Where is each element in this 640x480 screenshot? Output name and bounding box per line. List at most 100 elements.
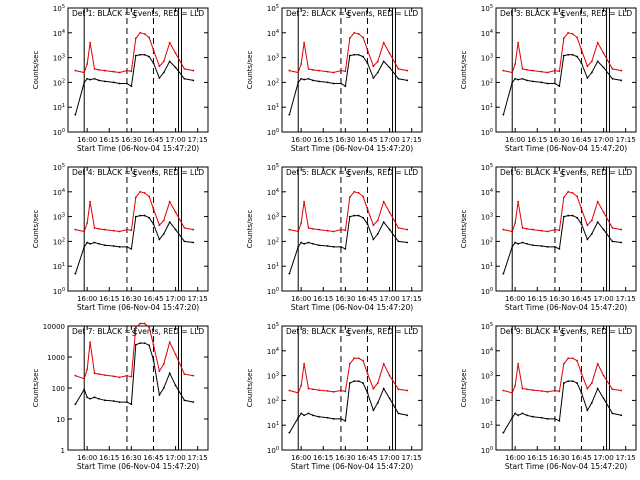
panel-det-8: Det 8: BLACK = Events, RED = LLD 100 101 10…: [246, 322, 423, 471]
data-point-events: [406, 414, 409, 417]
data-point-events: [344, 85, 347, 88]
data-point-events: [620, 79, 623, 82]
data-point-events: [300, 77, 303, 80]
data-point-events: [158, 393, 161, 396]
data-point-events: [348, 215, 351, 218]
panel-title: Det 2: BLACK = Events, RED = LLD: [286, 9, 418, 18]
data-point-events: [326, 416, 329, 419]
y-tick-label: 100: [267, 287, 279, 296]
y-tick-label: 102: [267, 237, 279, 246]
y-axis-label: Counts/sec: [246, 210, 254, 249]
data-point-events: [362, 382, 364, 384]
data-point-events: [332, 82, 335, 85]
data-point-events: [317, 244, 320, 247]
data-point-lld: [168, 341, 171, 344]
data-point-lld: [118, 71, 121, 74]
y-axis-label: Counts/sec: [246, 51, 254, 90]
data-point-events: [590, 233, 593, 235]
x-tick-label: 16:45: [143, 295, 163, 303]
data-point-events: [192, 401, 195, 404]
data-point-events: [288, 431, 291, 434]
data-point-events: [546, 246, 549, 248]
data-point-events: [376, 71, 379, 74]
x-tick-label: 16:00: [505, 295, 525, 303]
data-point-events: [596, 60, 599, 63]
data-point-lld: [382, 41, 385, 44]
data-point-events: [300, 412, 303, 415]
data-point-events: [103, 80, 106, 83]
y-tick-label: 105: [481, 4, 493, 13]
series-line-lld: [503, 191, 622, 233]
y-axis-label: Counts/sec: [32, 369, 40, 408]
data-point-lld: [590, 60, 593, 63]
data-point-lld: [620, 228, 623, 231]
x-tick-label: 16:15: [313, 136, 333, 144]
data-point-lld: [611, 68, 614, 70]
data-point-lld: [353, 357, 356, 360]
data-point-events: [376, 401, 379, 404]
y-tick-label: 103: [481, 372, 493, 381]
plot-frame: [67, 325, 209, 451]
data-point-lld: [139, 322, 142, 325]
data-point-events: [126, 246, 128, 248]
x-tick-label: 16:30: [121, 454, 141, 462]
x-tick-label: 17:00: [165, 454, 185, 462]
x-tick-label: 16:30: [549, 454, 569, 462]
data-point-events: [406, 79, 409, 82]
x-axis-label: Start Time (06-Nov-04 15:47:20): [77, 303, 199, 312]
data-point-events: [93, 241, 96, 244]
y-tick-label: 105: [53, 4, 65, 13]
data-point-events: [526, 242, 528, 245]
panel-title: Det 3: BLACK = Events, RED = LLD: [500, 9, 632, 18]
data-point-lld: [521, 68, 524, 70]
data-point-events: [348, 382, 351, 384]
data-point-lld: [590, 219, 593, 222]
y-tick-label: 100: [53, 287, 65, 296]
y-tick-label: 101: [53, 103, 65, 112]
data-point-events: [83, 81, 86, 84]
data-point-events: [511, 416, 514, 419]
data-point-events: [317, 80, 320, 83]
x-tick-label: 16:15: [99, 136, 119, 144]
data-point-events: [118, 82, 121, 85]
panel-det-1: Det 1: BLACK = Events, RED = LLD 100 101 10…: [32, 4, 209, 153]
data-point-lld: [546, 391, 549, 393]
data-point-lld: [382, 200, 385, 203]
y-tick-label: 100: [481, 287, 493, 296]
x-tick-label: 17:00: [379, 136, 399, 144]
y-tick-label: 104: [481, 29, 493, 38]
x-tick-label: 16:00: [77, 136, 97, 144]
data-point-events: [558, 247, 561, 250]
data-point-events: [366, 392, 369, 394]
data-point-lld: [366, 372, 369, 375]
panel-title: Det 9: BLACK = Events, RED = LLD: [500, 327, 632, 336]
data-point-events: [168, 60, 171, 63]
y-tick-label: 104: [53, 188, 65, 197]
data-point-lld: [348, 362, 351, 365]
saa-marker: S: [560, 11, 565, 20]
data-point-lld: [112, 375, 115, 378]
data-point-events: [143, 53, 146, 56]
series-line-events: [288, 54, 408, 115]
data-point-lld: [74, 374, 77, 377]
data-point-events: [562, 382, 565, 384]
data-point-lld: [297, 230, 300, 233]
x-tick-label: 17:15: [402, 295, 422, 303]
data-point-lld: [126, 374, 128, 377]
y-tick-label: 101: [481, 262, 493, 271]
data-point-events: [502, 113, 505, 116]
data-point-lld: [540, 390, 543, 392]
data-point-events: [357, 53, 360, 56]
data-point-events: [554, 246, 556, 248]
data-point-lld: [362, 195, 364, 198]
data-point-lld: [511, 392, 514, 394]
data-point-lld: [562, 37, 565, 40]
data-point-lld: [517, 41, 520, 44]
data-point-lld: [192, 69, 195, 72]
data-point-lld: [174, 52, 177, 55]
data-point-lld: [526, 388, 528, 391]
data-point-lld: [558, 390, 561, 393]
data-point-lld: [98, 227, 100, 230]
data-point-events: [502, 272, 505, 275]
y-tick-label: 10: [56, 416, 65, 424]
